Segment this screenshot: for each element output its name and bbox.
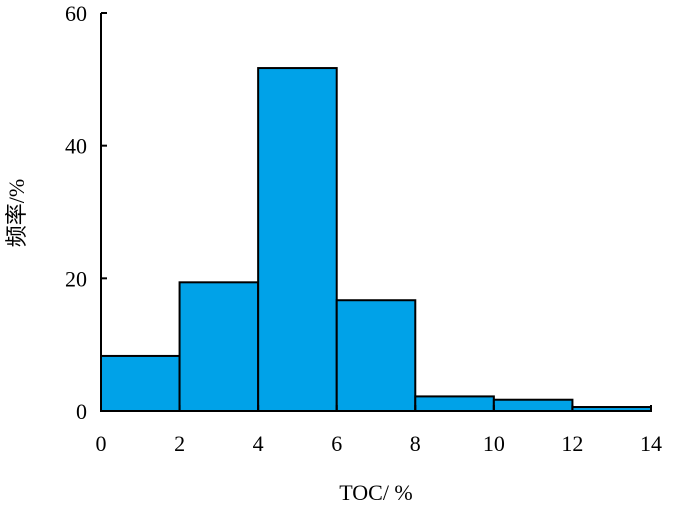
histogram-bar-3: [335, 299, 417, 412]
x-tick-label: 12: [561, 431, 583, 456]
axes-group: [100, 13, 651, 412]
y-tick-label: 20: [65, 266, 87, 291]
histogram-bar-5: [492, 398, 574, 412]
histogram-bar-2: [257, 67, 338, 412]
x-ticks-group: 0 2 4 6 8 10 12 14: [96, 405, 662, 456]
x-tick-label: 4: [253, 431, 264, 456]
y-ticks-group: 0 20 40 60: [65, 1, 107, 424]
x-axis-title: TOC/ %: [339, 480, 413, 505]
x-tick-label: 14: [640, 431, 662, 456]
histogram-bar-1: [178, 281, 260, 412]
y-tick-label: 60: [65, 1, 87, 26]
histogram-bar-0: [100, 354, 181, 412]
x-tick-label: 0: [96, 431, 107, 456]
x-tick-label: 10: [483, 431, 505, 456]
x-tick-label: 2: [174, 431, 185, 456]
bars-group: [100, 67, 653, 413]
y-axis-title: 频率/%: [4, 179, 29, 247]
x-tick-label: 8: [410, 431, 421, 456]
y-tick-label: 0: [76, 399, 87, 424]
histogram-bar-4: [414, 395, 495, 413]
x-tick-label: 6: [331, 431, 342, 456]
y-tick-label: 40: [65, 134, 87, 159]
